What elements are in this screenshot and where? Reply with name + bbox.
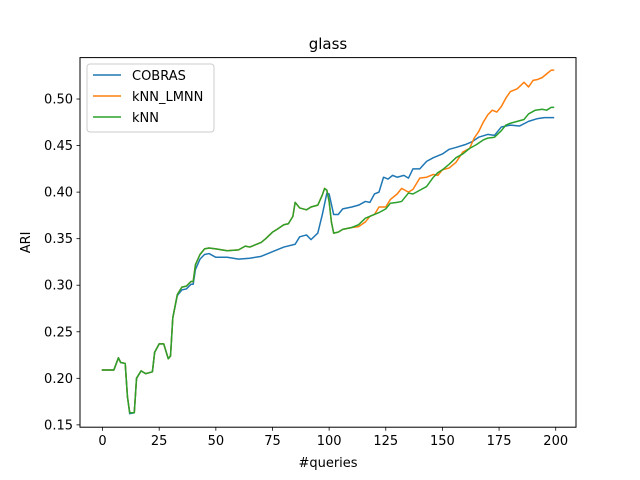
legend-frame — [86, 63, 215, 133]
x-tick-label: 50 — [208, 434, 225, 449]
y-tick-label: 0.20 — [44, 372, 73, 387]
x-tick-label: 175 — [487, 434, 512, 449]
x-tick-label: 0 — [98, 434, 106, 449]
legend-label: kNN_LMNN — [132, 90, 203, 105]
x-axis-title: #queries — [298, 456, 357, 471]
x-tick-label: 100 — [317, 434, 342, 449]
legend: COBRAS kNN_LMNN kNN — [86, 63, 215, 133]
x-axis: 0 25 50 75 100 125 150 175 200 — [98, 427, 568, 449]
series-layer — [101, 69, 555, 415]
y-tick-label: 0.25 — [44, 325, 73, 340]
y-tick-label: 0.35 — [44, 232, 73, 247]
y-axis: 0.15 0.20 0.25 0.30 0.35 0.40 0.45 0.50 — [44, 93, 80, 433]
y-axis-title: ARI — [19, 232, 34, 254]
y-tick-label: 0.30 — [44, 279, 73, 294]
y-tick-label: 0.40 — [44, 186, 73, 201]
y-tick-label: 0.15 — [44, 418, 73, 433]
x-tick-label: 25 — [151, 434, 168, 449]
x-tick-label: 75 — [264, 434, 281, 449]
y-tick-label: 0.50 — [44, 93, 73, 108]
series-line-knn — [101, 106, 555, 414]
x-tick-label: 125 — [373, 434, 398, 449]
chart-title: glass — [309, 35, 348, 53]
x-tick-label: 150 — [430, 434, 455, 449]
x-tick-label: 200 — [543, 434, 568, 449]
y-tick-label: 0.45 — [44, 139, 73, 154]
legend-label: COBRAS — [132, 69, 186, 84]
plot-frame — [79, 57, 577, 428]
legend-label: kNN — [132, 111, 159, 126]
